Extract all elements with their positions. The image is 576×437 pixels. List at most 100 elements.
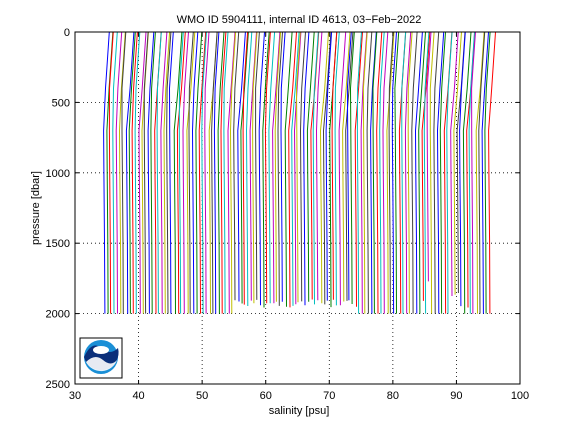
profile-line xyxy=(204,32,210,314)
profile-line xyxy=(372,32,378,314)
profile-line xyxy=(436,32,445,314)
profile-line xyxy=(255,32,260,300)
chart-title: WMO ID 5904111, internal ID 4613, 03−Feb… xyxy=(177,14,422,26)
profile-line xyxy=(223,32,229,314)
profile-line xyxy=(201,32,207,314)
profile-line xyxy=(262,32,270,308)
profile-line xyxy=(376,32,383,314)
profile-line xyxy=(168,32,174,314)
profile-line xyxy=(240,32,249,304)
profile-line xyxy=(446,32,453,314)
profile-line xyxy=(426,32,432,282)
y-tick-label: 2500 xyxy=(46,379,70,391)
profile-line xyxy=(108,32,114,314)
x-tick-label: 60 xyxy=(260,390,272,402)
profile-line xyxy=(488,32,496,314)
profile-line xyxy=(166,32,172,314)
profile-line xyxy=(407,32,413,314)
profile-line xyxy=(404,32,412,314)
profile-line xyxy=(429,32,435,314)
profile-line xyxy=(484,32,491,314)
profile-line xyxy=(173,32,183,314)
profile-line xyxy=(163,32,171,314)
profile-line xyxy=(346,32,352,301)
profile-line xyxy=(227,32,236,314)
noaa-logo xyxy=(79,337,123,379)
profile-line xyxy=(156,32,162,314)
profile-line xyxy=(450,32,459,297)
profile-line xyxy=(325,32,333,301)
profile-line xyxy=(401,32,407,314)
x-tick-label: 40 xyxy=(132,390,144,402)
profile-line xyxy=(453,32,462,295)
x-tick-label: 80 xyxy=(387,390,399,402)
profile-line xyxy=(299,32,306,302)
profile-line xyxy=(468,32,475,314)
profile-line xyxy=(237,32,246,302)
profile-line xyxy=(315,32,323,301)
profiles xyxy=(103,32,496,314)
profile-line xyxy=(288,32,297,308)
profile-line xyxy=(291,32,300,306)
profile-line xyxy=(303,32,310,306)
profile-line xyxy=(182,32,189,314)
y-tick-label: 2000 xyxy=(46,309,70,321)
profile-line xyxy=(150,32,156,314)
x-axis-label: salinity [psu] xyxy=(269,405,330,417)
profile-line xyxy=(462,32,472,314)
profile-line xyxy=(388,32,394,314)
profile-line xyxy=(475,32,485,314)
y-tick-label: 1000 xyxy=(46,168,70,180)
profile-line xyxy=(220,32,227,314)
profile-line xyxy=(195,32,203,314)
profile-line xyxy=(411,32,418,314)
profile-line xyxy=(293,32,302,305)
profile-line xyxy=(354,32,363,307)
profile-line xyxy=(391,32,397,314)
profile-line xyxy=(280,32,286,302)
profile-line xyxy=(312,32,319,305)
profile-line xyxy=(379,32,385,314)
profile-line xyxy=(134,32,141,314)
profile-line xyxy=(131,32,138,314)
profile-line xyxy=(277,32,283,306)
profile-line xyxy=(349,32,355,305)
profile-line xyxy=(217,32,225,314)
profile-line xyxy=(198,32,207,314)
profile-line xyxy=(362,32,368,314)
profile-line xyxy=(439,32,446,314)
profile-line xyxy=(147,32,155,314)
profile-line xyxy=(258,32,265,306)
profile-line xyxy=(188,32,194,314)
profile-line xyxy=(233,32,240,301)
profile-line xyxy=(268,32,276,304)
profile-line xyxy=(115,32,123,314)
profile-line xyxy=(245,32,253,307)
y-tick-label: 500 xyxy=(52,97,70,109)
profile-line xyxy=(418,32,426,314)
profile-line xyxy=(414,32,423,314)
profile-line xyxy=(345,32,354,301)
profile-line xyxy=(252,32,258,304)
x-tick-label: 100 xyxy=(511,390,529,402)
profile-line xyxy=(186,32,196,314)
profile-line xyxy=(242,32,249,305)
profile-line xyxy=(274,32,282,302)
profile-line xyxy=(334,32,340,306)
profile-line xyxy=(178,32,184,314)
profile-line xyxy=(338,32,347,306)
profile-line xyxy=(176,32,186,314)
profile-line xyxy=(366,32,373,314)
profile-line xyxy=(322,32,332,305)
profile-line xyxy=(423,32,430,314)
profile-line xyxy=(481,32,489,314)
x-tick-label: 50 xyxy=(196,390,208,402)
profile-line xyxy=(382,32,389,314)
profile-line xyxy=(229,32,237,314)
profile-line xyxy=(211,32,218,314)
profile-line xyxy=(295,32,301,303)
profile-line xyxy=(386,32,395,314)
x-tick-label: 90 xyxy=(450,390,462,402)
profile-line xyxy=(342,32,351,302)
